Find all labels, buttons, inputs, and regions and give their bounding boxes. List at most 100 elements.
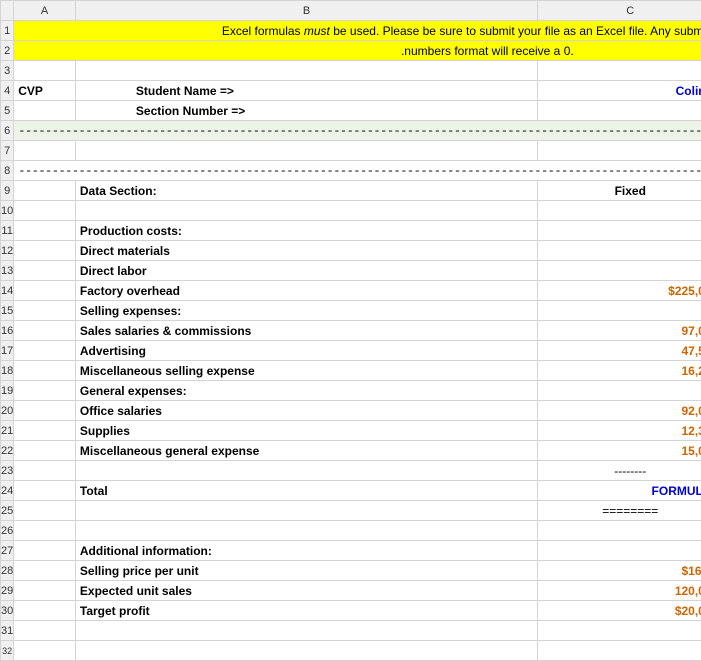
row-head-20[interactable]: 20	[1, 401, 14, 421]
cell-A23[interactable]	[14, 461, 76, 481]
cell-A11[interactable]	[14, 221, 76, 241]
office-salaries-fixed[interactable]: 92,000	[538, 401, 701, 421]
row-head-6[interactable]: 6	[1, 121, 14, 141]
row-head-21[interactable]: 21	[1, 421, 14, 441]
cell-A10[interactable]	[14, 201, 76, 221]
row-head-25[interactable]: 25	[1, 501, 14, 521]
cell-C7[interactable]	[538, 141, 701, 161]
direct-materials-label[interactable]: Direct materials	[75, 241, 537, 261]
cell-A4[interactable]: CVP	[14, 81, 76, 101]
cell-C13[interactable]	[538, 261, 701, 281]
selling-expenses-label[interactable]: Selling expenses:	[75, 301, 537, 321]
general-expenses-label[interactable]: General expenses:	[75, 381, 537, 401]
row-head-12[interactable]: 12	[1, 241, 14, 261]
spreadsheet-grid[interactable]: A B C D E 1 Excel formulas must be used.…	[0, 0, 701, 661]
cell-A25[interactable]	[14, 501, 76, 521]
row-head-8[interactable]: 8	[1, 161, 14, 181]
cell-C19[interactable]	[538, 381, 701, 401]
cell-A22[interactable]	[14, 441, 76, 461]
cell-C11[interactable]	[538, 221, 701, 241]
cell-A24[interactable]	[14, 481, 76, 501]
row-head-26[interactable]: 26	[1, 521, 14, 541]
expected-unit-sales-value[interactable]: 120,000	[538, 581, 701, 601]
row-head-23[interactable]: 23	[1, 461, 14, 481]
cell-A27[interactable]	[14, 541, 76, 561]
selling-price-label[interactable]: Selling price per unit	[75, 561, 537, 581]
dash-line-1[interactable]: ----------------------------------------…	[14, 121, 701, 141]
row-head-32[interactable]: 32	[1, 641, 14, 661]
row-head-16[interactable]: 16	[1, 321, 14, 341]
data-section-label[interactable]: Data Section:	[75, 181, 537, 201]
cell-B32[interactable]	[75, 641, 537, 661]
selling-price-value[interactable]: $16.00	[538, 561, 701, 581]
row-head-28[interactable]: 28	[1, 561, 14, 581]
cell-B3[interactable]	[75, 61, 537, 81]
cell-A9[interactable]	[14, 181, 76, 201]
row-head-3[interactable]: 3	[1, 61, 14, 81]
row-head-24[interactable]: 24	[1, 481, 14, 501]
row-head-17[interactable]: 17	[1, 341, 14, 361]
supplies-label[interactable]: Supplies	[75, 421, 537, 441]
row-head-9[interactable]: 9	[1, 181, 14, 201]
cell-A18[interactable]	[14, 361, 76, 381]
total-label[interactable]: Total	[75, 481, 537, 501]
student-name-value[interactable]: Colin Scott	[538, 81, 701, 101]
row-head-18[interactable]: 18	[1, 361, 14, 381]
fixed-dashes[interactable]: --------	[538, 461, 701, 481]
cell-A7[interactable]	[14, 141, 76, 161]
cell-A31[interactable]	[14, 621, 76, 641]
sales-salaries-fixed[interactable]: 97,000	[538, 321, 701, 341]
cell-A14[interactable]	[14, 281, 76, 301]
cell-C15[interactable]	[538, 301, 701, 321]
row-head-31[interactable]: 31	[1, 621, 14, 641]
cell-A12[interactable]	[14, 241, 76, 261]
total-fixed-formula[interactable]: FORMULA1	[538, 481, 701, 501]
cell-A17[interactable]	[14, 341, 76, 361]
advertising-label[interactable]: Advertising	[75, 341, 537, 361]
row-head-13[interactable]: 13	[1, 261, 14, 281]
cell-B31[interactable]	[75, 621, 537, 641]
row-head-29[interactable]: 29	[1, 581, 14, 601]
cell-B23[interactable]	[75, 461, 537, 481]
banner-line2[interactable]: .numbers format will receive a 0.	[14, 41, 701, 61]
cell-C12[interactable]	[538, 241, 701, 261]
misc-general-label[interactable]: Miscellaneous general expense	[75, 441, 537, 461]
expected-unit-sales-label[interactable]: Expected unit sales	[75, 581, 537, 601]
direct-labor-label[interactable]: Direct labor	[75, 261, 537, 281]
cell-A29[interactable]	[14, 581, 76, 601]
col-header-A[interactable]: A	[14, 1, 76, 21]
cell-C27[interactable]	[538, 541, 701, 561]
cell-C26[interactable]	[538, 521, 701, 541]
target-profit-value[interactable]: $20,000	[538, 601, 701, 621]
cell-A21[interactable]	[14, 421, 76, 441]
cell-A19[interactable]	[14, 381, 76, 401]
row-head-27[interactable]: 27	[1, 541, 14, 561]
supplies-fixed[interactable]: 12,300	[538, 421, 701, 441]
row-head-4[interactable]: 4	[1, 81, 14, 101]
cell-B5[interactable]: Section Number =>	[75, 101, 537, 121]
row-head-2[interactable]: 2	[1, 41, 14, 61]
cell-C5[interactable]	[538, 101, 701, 121]
row-head-19[interactable]: 19	[1, 381, 14, 401]
sales-salaries-label[interactable]: Sales salaries & commissions	[75, 321, 537, 341]
cell-A13[interactable]	[14, 261, 76, 281]
cell-B26[interactable]	[75, 521, 537, 541]
fixed-equals[interactable]: ========	[538, 501, 701, 521]
cell-B4[interactable]: Student Name =>	[75, 81, 537, 101]
cell-C3[interactable]	[538, 61, 701, 81]
production-costs-label[interactable]: Production costs:	[75, 221, 537, 241]
cell-C32[interactable]	[538, 641, 701, 661]
additional-info-label[interactable]: Additional information:	[75, 541, 537, 561]
cell-C10[interactable]	[538, 201, 701, 221]
misc-general-fixed[interactable]: 15,000	[538, 441, 701, 461]
factory-overhead-label[interactable]: Factory overhead	[75, 281, 537, 301]
row-head-11[interactable]: 11	[1, 221, 14, 241]
row-head-7[interactable]: 7	[1, 141, 14, 161]
cell-A5[interactable]	[14, 101, 76, 121]
row-head-15[interactable]: 15	[1, 301, 14, 321]
cell-A32[interactable]	[14, 641, 76, 661]
cell-B10[interactable]	[75, 201, 537, 221]
fixed-header[interactable]: Fixed	[538, 181, 701, 201]
office-salaries-label[interactable]: Office salaries	[75, 401, 537, 421]
cell-A16[interactable]	[14, 321, 76, 341]
